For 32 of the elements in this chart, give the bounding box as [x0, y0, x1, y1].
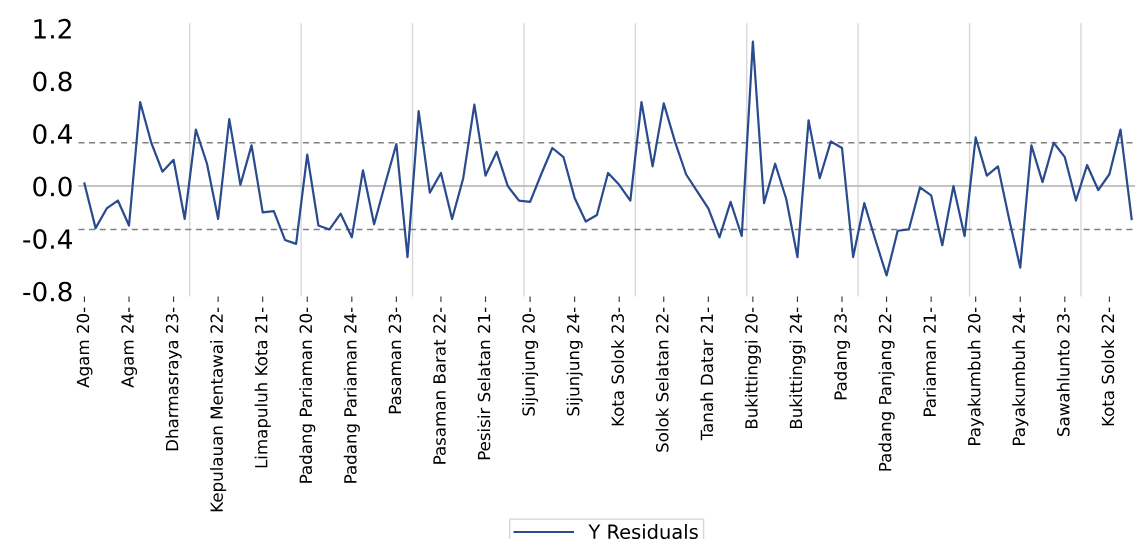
y-tick-label: -0.8: [23, 281, 72, 302]
x-tick-label: Pasaman Barat 22-: [433, 307, 446, 464]
y-tick-label: 0.0: [33, 176, 72, 197]
x-tick-label: Kota Solok 23-: [611, 307, 625, 426]
x-tick-label: Payakumbuh 20-: [967, 307, 984, 445]
x-tick-label: Kota Solok 22-: [1101, 307, 1115, 426]
y-tick-label: -0.4: [23, 229, 72, 250]
x-tick-label: Limapuluh Kota 21-: [254, 307, 271, 468]
x-tick-label: Pesisir Selatan 21-: [477, 307, 491, 460]
legend-label: Y Residuals: [588, 524, 698, 539]
x-tick-label: Tanah Datar 21-: [700, 307, 714, 441]
x-tick-label: Solok Selatan 22-: [655, 307, 669, 452]
x-tick-label: Agam 20-: [76, 307, 93, 388]
x-tick-label: Dharmasraya 23-: [165, 307, 182, 451]
line-series: [83, 40, 1133, 277]
x-tick-label: Bukittinggi 24-: [789, 307, 806, 429]
x-tick-label: Kepulauan Mentawai 22-: [210, 307, 227, 512]
x-tick-label: Payakumbuh 24-: [1012, 307, 1029, 445]
x-tick-label: Sawahlunto 23-: [1056, 307, 1070, 436]
y-tick-label: 0.4: [33, 123, 72, 144]
x-tick-label: Agam 24-: [121, 307, 138, 388]
x-tick-label: Padang Pariaman 24-: [343, 307, 360, 483]
x-tick-label: Sijunjung 20-: [522, 307, 539, 416]
x-tick-label: Pasaman 23-: [388, 307, 402, 414]
x-tick-label: Padang Panjang 22-: [878, 307, 895, 471]
x-tick-label: Bukittinggi 20-: [744, 307, 761, 429]
x-tick-label: Padang Pariaman 20-: [299, 307, 316, 483]
x-tick-label: Pariaman 21-: [923, 307, 936, 416]
x-tick-label: Sijunjung 24-: [566, 307, 583, 416]
y-tick-label: 0.8: [33, 71, 72, 92]
y-tick-label: 1.2: [34, 18, 71, 39]
x-tick-label: Padang 23-: [833, 307, 851, 400]
